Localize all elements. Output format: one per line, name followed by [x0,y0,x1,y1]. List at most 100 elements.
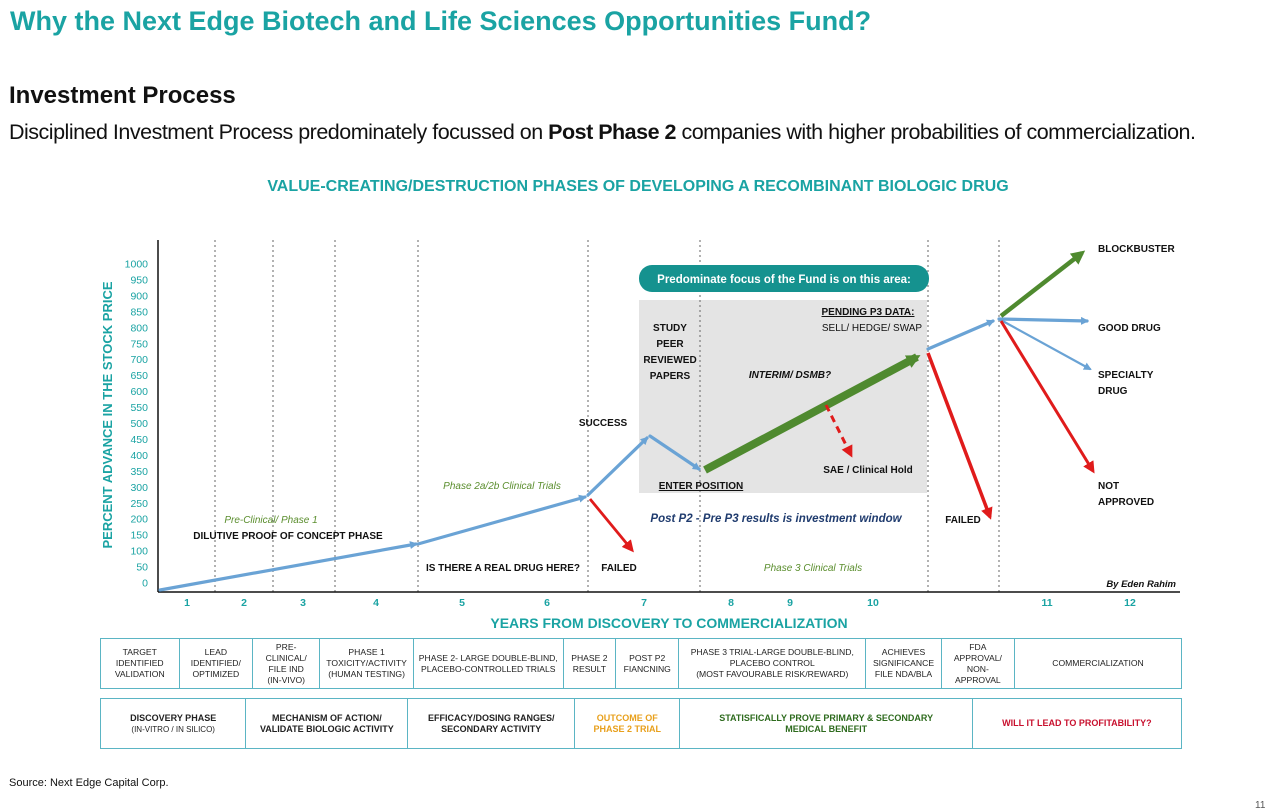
stage-cell: PHASE 1 TOXICITY/ACTIVITY (HUMAN TESTING) [319,638,414,689]
description-post: companies with higher probabilities of c… [675,120,1196,144]
x-tick-label: 10 [867,597,879,609]
y-tick-label: 250 [130,498,148,510]
stage-cell-line: PHASE 2- LARGE DOUBLE-BLIND, [418,652,558,663]
phase-cell-subtitle: VALIDATE BIOLOGIC ACTIVITY [259,723,394,734]
label-real-drug: IS THERE A REAL DRUG HERE? [426,563,580,574]
x-tick-label: 11 [1041,597,1052,609]
label-preclinical: Pre-Clinical/ Phase 1 [224,515,317,526]
stage-cell-line: PHASE 3 TRIAL-LARGE DOUBLE-BLIND, [690,647,854,657]
arrow-not-approved [999,320,1095,474]
stage-cell-line: IDENTIFIED [115,658,164,668]
stage-cell-line: FILE IND [268,663,304,674]
label-not: NOT [1098,481,1119,492]
label-pending-p3: PENDING P3 DATA: [822,307,915,318]
stage-cell-line: TOXICITY/ACTIVITY [326,658,407,668]
y-tick-label: 850 [130,306,148,318]
stage-cell-line: (IN-VIVO) [267,674,306,685]
arrow-post-p3 [926,319,995,351]
stage-cell: POST P2 FIANCNING [615,638,680,689]
phase-cell-subtitle: PHASE 2 TRIAL [593,723,661,734]
stage-cell-line: FILE NDA/BLA [874,669,933,679]
y-tick-label: 150 [130,530,148,542]
label-investment-window: Post P2 - Pre P3 results is investment w… [650,513,902,525]
stage-cell-line: OPTIMIZED [192,669,240,679]
y-tick-label: 800 [130,322,148,334]
red-arrows [588,320,1095,553]
y-tick-label: 400 [130,450,148,462]
stage-cell-line: PHASE 1 [348,647,385,657]
label-interim: INTERIM/ DSMB? [749,370,831,381]
focus-banner [639,265,929,292]
arrow-sae-hold [824,404,853,458]
phase-cell-title: WILL IT LEAD TO PROFITABILITY? [1002,718,1152,728]
page-number: 11 [1255,800,1266,811]
stage-cell-line: NON-APPROVAL [955,663,1001,685]
stage-cell-line: PHASE 2 [571,652,608,663]
stage-cell: PHASE 2- LARGE DOUBLE-BLIND, PLACEBO-CONT… [412,638,564,689]
label-specialty-drug: DRUG [1098,386,1128,397]
phase-cell-title: MECHANISM OF ACTION/ [272,712,382,723]
y-tick-label: 900 [130,290,148,302]
stage-cell: FDA APPROVAL/NON-APPROVAL [940,638,1016,689]
page-title: Why the Next Edge Biotech and Life Scien… [10,6,872,36]
stage-cell: TARGET IDENTIFIED VALIDATION [100,638,180,689]
label-phase2ab: Phase 2a/2b Clinical Trials [443,481,561,492]
label-reviewed: REVIEWED [643,355,696,366]
stage-cell: COMMERCIALIZATION [1014,638,1182,689]
stage-cell-line: PLACEBO-CONTROLLED TRIALS [421,663,556,674]
description-pre: Disciplined Investment Process predomina… [9,120,549,144]
phase-cell: STATISFICALLY PROVE PRIMARY & SECONDARY M… [679,698,973,749]
label-phase3: Phase 3 Clinical Trials [764,563,862,574]
y-axis-label: PERCENT ADVANCE IN THE STOCK PRICE [100,281,115,548]
phase-cell-subtitle: SECONDARY ACTIVITY [441,723,542,734]
section-description: Disciplined Investment Process predomina… [9,120,1196,145]
label-success: SUCCESS [579,418,628,429]
phase-cell: MECHANISM OF ACTION/VALIDATE BIOLOGIC AC… [245,698,409,749]
label-papers: PAPERS [650,371,691,382]
x-tick-label: 6 [544,597,550,609]
x-tick-label: 5 [459,597,465,609]
arrow-specialty-drug [997,317,1092,371]
chart-title: VALUE-CREATING/DESTRUCTION PHASES OF DEV… [267,178,1009,195]
y-tick-label: 200 [130,514,148,526]
arrow-dilutive-phase [158,541,418,592]
stage-cell-line: COMMERCIALIZATION [1052,658,1144,668]
y-tick-label: 1000 [125,259,149,271]
label-failed-phase3: FAILED [945,515,981,526]
label-failed-phase2: FAILED [601,563,637,574]
stage-cell: PHASE 3 TRIAL-LARGE DOUBLE-BLIND, PLACEBO… [678,638,867,689]
y-tick-label: 700 [130,354,148,366]
x-tick-label: 4 [373,597,379,609]
phase-cell-title: STATISFICALLY PROVE PRIMARY & SECONDARY [719,712,934,723]
label-dilutive: DILUTIVE PROOF OF CONCEPT PHASE [193,531,383,542]
phase-cell: EFFICACY/DOSING RANGES/SECONDARY ACTIVIT… [407,698,576,749]
y-tick-label: 950 [130,274,148,286]
label-approved: APPROVED [1098,497,1154,508]
arrow-phase3-failed [926,352,993,520]
y-tick-label: 300 [130,482,148,494]
phase-cell-title: EFFICACY/DOSING RANGES/ [427,712,555,723]
stage-cell-line: IDENTIFIED/ [190,658,241,668]
x-axis-label: YEARS FROM DISCOVERY TO COMMERCIALIZATIO… [490,615,847,631]
arrow-phase2-failed [588,498,634,553]
stage-cell: ACHIEVES SIGNIFICANCE FILE NDA/BLA [865,638,942,689]
stage-cell: PRE-CLINICAL/FILE IND (IN-VIVO) [252,638,321,689]
stage-cell-line: LEAD [204,647,228,657]
phase-cell: OUTCOME OF PHASE 2 TRIAL [574,698,681,749]
y-tick-label: 0 [142,578,148,590]
stage-cell-line: POST P2 [629,652,666,663]
stage-cell: PHASE 2 RESULT [562,638,617,689]
y-tick-label: 650 [130,370,148,382]
phase-row: DISCOVERY PHASE (IN-VITRO / IN SILICO) MEC… [99,698,1183,749]
label-sae: SAE / Clinical Hold [823,465,912,476]
y-tick-label: 750 [130,338,148,350]
arrow-good-drug [997,316,1089,325]
phase-cell: WILL IT LEAD TO PROFITABILITY? [971,698,1183,749]
stage-cell-line: (MOST FAVOURABLE RISK/REWARD) [696,669,849,679]
stage-cell-line: PRE-CLINICAL/ [265,641,307,663]
x-tick-label: 12 [1124,597,1136,609]
y-tick-label: 450 [130,434,148,446]
label-study: STUDY [653,323,687,334]
value-chart: 0 50 100 150 200 250 300 350 400 450 500 550 600 650 7… [100,240,1180,631]
x-tick-label: 9 [787,597,793,609]
